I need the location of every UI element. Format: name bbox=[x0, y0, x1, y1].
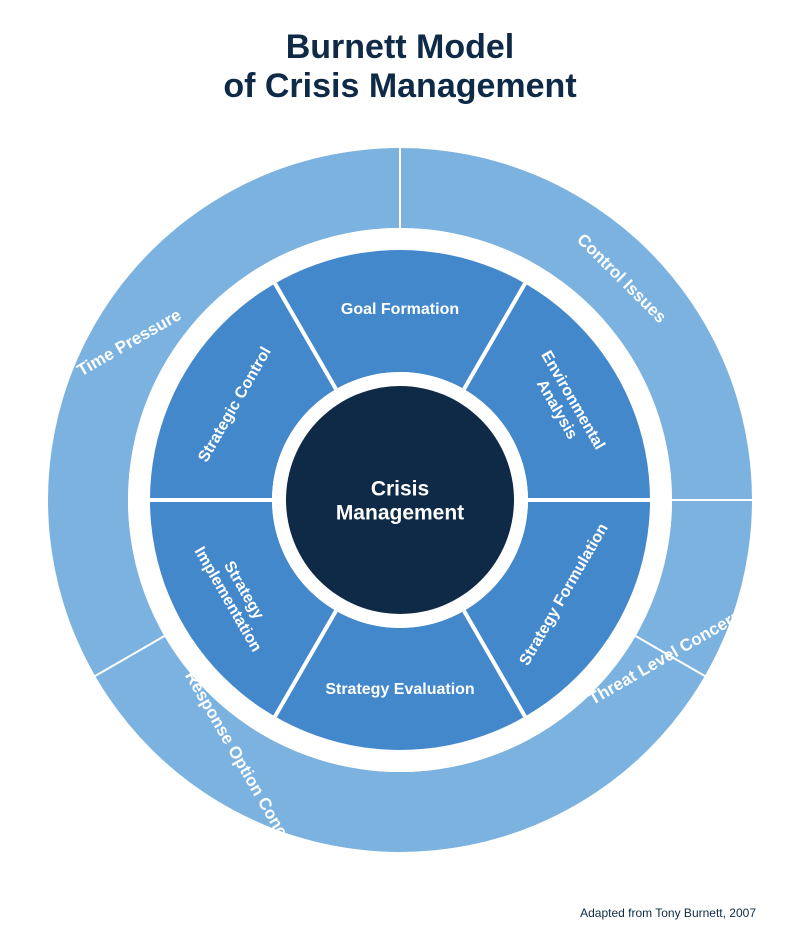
page: Burnett Model of Crisis Management Time … bbox=[0, 0, 800, 950]
middle-label-3: Strategy Evaluation bbox=[325, 681, 474, 698]
svg-text:Strategy Evaluation: Strategy Evaluation bbox=[325, 681, 474, 698]
middle-label-0: Goal Formation bbox=[341, 301, 459, 318]
page-title: Burnett Model of Crisis Management bbox=[0, 0, 800, 106]
credit-text: Adapted from Tony Burnett, 2007 bbox=[580, 906, 756, 920]
svg-text:Goal Formation: Goal Formation bbox=[341, 301, 459, 318]
title-line-1: Burnett Model bbox=[286, 28, 515, 66]
burnett-diagram: Time PressureControl IssuesThreat Level … bbox=[30, 130, 770, 870]
title-line-2: of Crisis Management bbox=[223, 67, 576, 105]
